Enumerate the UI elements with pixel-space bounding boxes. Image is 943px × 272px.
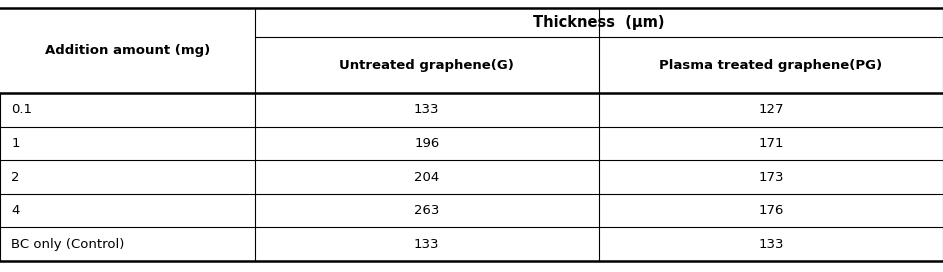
Text: 176: 176 <box>758 204 784 217</box>
Text: 171: 171 <box>758 137 784 150</box>
Text: 263: 263 <box>414 204 439 217</box>
Text: Untreated graphene(G): Untreated graphene(G) <box>339 58 514 72</box>
Text: Plasma treated graphene(PG): Plasma treated graphene(PG) <box>659 58 883 72</box>
Text: 0.1: 0.1 <box>11 103 32 116</box>
Text: 2: 2 <box>11 171 20 184</box>
Text: Addition amount (mg): Addition amount (mg) <box>44 44 210 57</box>
Text: 204: 204 <box>414 171 439 184</box>
Text: 133: 133 <box>414 238 439 251</box>
Text: 133: 133 <box>414 103 439 116</box>
Text: 173: 173 <box>758 171 784 184</box>
Text: 196: 196 <box>414 137 439 150</box>
Text: 1: 1 <box>11 137 20 150</box>
Text: BC only (Control): BC only (Control) <box>11 238 124 251</box>
Text: 133: 133 <box>758 238 784 251</box>
Text: Thickness  (μm): Thickness (μm) <box>533 15 665 30</box>
Text: 127: 127 <box>758 103 784 116</box>
Text: 4: 4 <box>11 204 20 217</box>
